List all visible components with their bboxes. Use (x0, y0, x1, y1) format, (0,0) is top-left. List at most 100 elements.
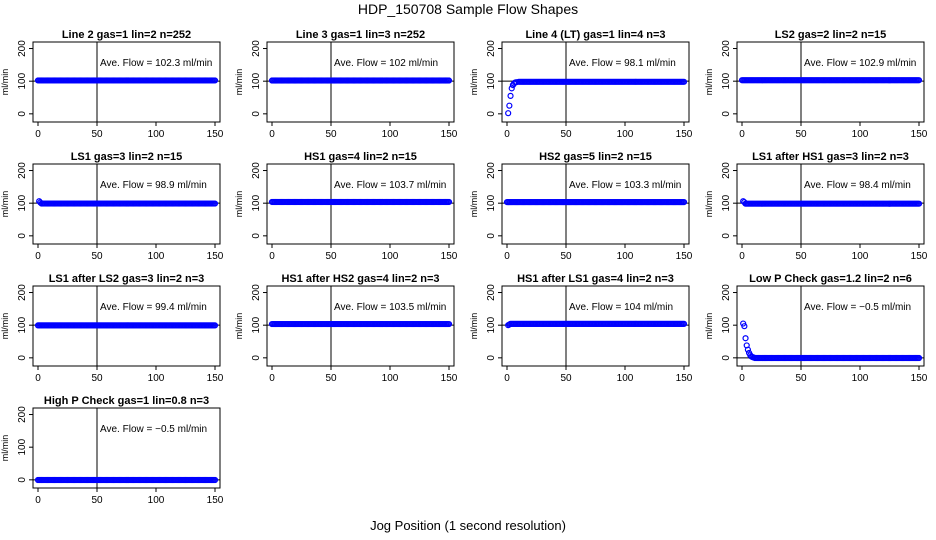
plot-frame (501, 285, 690, 367)
x-tick-label: 0 (269, 129, 275, 140)
y-tick-label: 100 (251, 316, 262, 333)
x-tick-label: 150 (911, 373, 928, 384)
x-tick-label: 0 (35, 251, 41, 262)
plot-frame (501, 163, 690, 245)
panel-10: HS1 after HS2 gas=4 lin=2 n=3 0 50 100 150 0 1… (234, 273, 458, 384)
x-tick-label: 100 (852, 373, 869, 384)
x-tick-label: 0 (504, 251, 510, 262)
y-tick-label: 100 (721, 72, 732, 89)
annotation-text: Ave. Flow = 102.9 ml/min (804, 58, 916, 69)
panel-3: Line 4 (LT) gas=1 lin=4 n=3 0 50 100 150 0 100… (469, 29, 693, 140)
data-point (915, 354, 923, 362)
x-tick-label: 0 (269, 251, 275, 262)
x-tick-label: 100 (382, 373, 399, 384)
data-point (506, 102, 513, 109)
annotation-text: Ave. Flow = −0.5 ml/min (100, 424, 207, 435)
annotation-text: Ave. Flow = 103.5 ml/min (334, 302, 446, 313)
data-point (744, 346, 752, 353)
y-tick-label: 200 (17, 406, 28, 423)
y-axis-label: ml/min (0, 313, 10, 340)
y-tick-label: 100 (721, 194, 732, 211)
y-axis-label: ml/min (234, 191, 244, 218)
y-tick-label: 0 (486, 355, 497, 361)
data-point (505, 110, 512, 117)
y-tick-label: 200 (486, 40, 497, 57)
y-tick-label: 200 (251, 284, 262, 301)
x-axis-label: Jog Position (1 second resolution) (370, 518, 566, 533)
x-tick-label: 100 (617, 251, 634, 262)
y-tick-label: 0 (721, 355, 732, 361)
x-tick-label: 50 (91, 495, 103, 506)
x-tick-label: 50 (91, 251, 103, 262)
x-tick-label: 100 (382, 251, 399, 262)
y-tick-label: 100 (486, 194, 497, 211)
y-tick-label: 200 (251, 40, 262, 57)
y-axis-label: ml/min (469, 69, 479, 96)
y-axis-label: ml/min (469, 313, 479, 340)
y-tick-label: 0 (17, 111, 28, 117)
x-tick-label: 100 (148, 251, 165, 262)
panel-11: HS1 after LS1 gas=4 lin=2 n=3 0 50 100 150 0 1… (469, 273, 693, 384)
x-tick-label: 150 (676, 129, 693, 140)
annotation-text: Ave. Flow = 103.7 ml/min (334, 180, 446, 191)
x-tick-label: 150 (911, 129, 928, 140)
y-tick-label: 100 (17, 72, 28, 89)
panel-title: Line 4 (LT) gas=1 lin=4 n=3 (525, 29, 665, 41)
y-axis-label: ml/min (0, 69, 10, 96)
data-point (211, 77, 219, 84)
plot-frame (32, 407, 221, 489)
y-axis-label: ml/min (704, 69, 714, 96)
x-tick-label: 100 (148, 129, 165, 140)
x-tick-label: 50 (560, 251, 572, 262)
x-tick-label: 150 (676, 251, 693, 262)
panel-8: LS1 after HS1 gas=3 lin=2 n=3 0 50 100 150 0 1… (704, 151, 928, 262)
panel-title: HS2 gas=5 lin=2 n=15 (539, 151, 652, 163)
panel-title: LS1 after LS2 gas=3 lin=2 n=3 (49, 273, 205, 285)
page-title: HDP_150708 Sample Flow Shapes (357, 1, 579, 17)
y-tick-label: 0 (486, 111, 497, 117)
x-tick-label: 50 (91, 129, 103, 140)
panel-title: HS1 after LS1 gas=4 lin=2 n=3 (517, 273, 674, 285)
x-tick-label: 50 (325, 251, 337, 262)
annotation-text: Ave. Flow = 103.3 ml/min (569, 180, 681, 191)
plot-frame (32, 285, 221, 367)
y-tick-label: 200 (17, 40, 28, 57)
y-tick-label: 0 (721, 233, 732, 239)
y-tick-label: 200 (721, 162, 732, 179)
annotation-text: Ave. Flow = 102 ml/min (334, 58, 438, 69)
x-tick-label: 50 (91, 373, 103, 384)
panel-9: LS1 after LS2 gas=3 lin=2 n=3 0 50 100 150 0 1… (0, 273, 224, 384)
data-point (508, 85, 515, 92)
annotation-text: Ave. Flow = 98.4 ml/min (804, 180, 911, 191)
x-tick-label: 0 (739, 251, 745, 262)
x-tick-label: 0 (504, 373, 510, 384)
y-tick-label: 0 (17, 477, 28, 483)
panel-4: LS2 gas=2 lin=2 n=15 0 50 100 150 0 100 200 ml/m… (704, 29, 928, 140)
data-point (211, 200, 219, 207)
x-tick-label: 100 (617, 129, 634, 140)
data-point (445, 77, 453, 84)
panel-12: Low P Check gas=1.2 lin=2 n=6 0 50 100 150 0 1… (704, 273, 928, 384)
panel-13: High P Check gas=1 lin=0.8 n=3 0 50 100 150 0… (0, 395, 224, 506)
y-tick-label: 200 (721, 40, 732, 57)
y-tick-label: 0 (251, 233, 262, 239)
x-tick-label: 150 (441, 129, 458, 140)
data-point (445, 198, 453, 206)
data-point (680, 78, 688, 85)
y-axis-label: ml/min (469, 191, 479, 218)
x-tick-label: 100 (617, 373, 634, 384)
x-tick-label: 0 (739, 373, 745, 384)
y-tick-label: 0 (17, 355, 28, 361)
panel-2: Line 3 gas=1 lin=3 n=252 0 50 100 150 0 100 200… (234, 29, 458, 140)
data-point (211, 322, 219, 329)
plot-frame (266, 163, 455, 245)
panel-1: Line 2 gas=1 lin=2 n=252 0 50 100 150 0 100 200… (0, 29, 224, 140)
x-tick-label: 0 (35, 129, 41, 140)
annotation-text: Ave. Flow = 102.3 ml/min (100, 58, 212, 69)
data-point (680, 199, 688, 206)
data-point (211, 476, 219, 484)
y-tick-label: 0 (251, 111, 262, 117)
data-point (680, 320, 688, 327)
x-tick-label: 150 (911, 251, 928, 262)
